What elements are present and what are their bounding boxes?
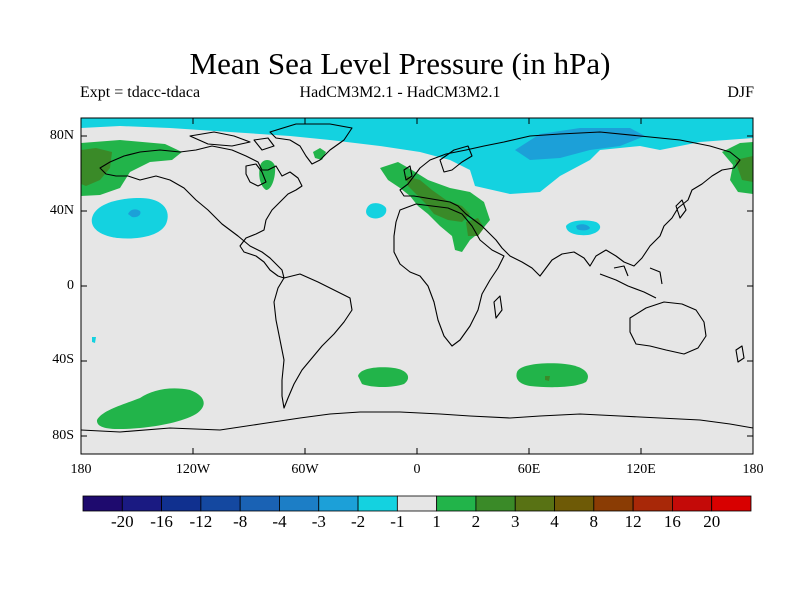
coast-hudson-bay bbox=[245, 163, 267, 187]
coast-arctic-islands bbox=[189, 131, 275, 151]
colorbar-label: 2 bbox=[471, 512, 481, 531]
siberia-negative-core bbox=[515, 128, 645, 160]
lat-label-0: 0 bbox=[67, 278, 74, 293]
coast-scandinavia bbox=[439, 145, 473, 173]
colorbar-label: 8 bbox=[589, 512, 599, 531]
asia-negative-core bbox=[576, 224, 590, 231]
coast-africa bbox=[393, 203, 505, 347]
south-pacific-negative-anomaly bbox=[92, 337, 96, 343]
coast-maritime-continent bbox=[599, 265, 663, 299]
colorbar-swatch bbox=[514, 495, 555, 512]
colorbar-label: 12 bbox=[624, 512, 642, 531]
lat-label-40n: 40N bbox=[49, 203, 74, 218]
south-atlantic-positive-anomaly bbox=[358, 367, 409, 387]
coast-new-zealand bbox=[735, 345, 745, 363]
coast-antarctica bbox=[81, 411, 753, 433]
south-pacific-positive-anomaly bbox=[96, 388, 204, 430]
model-label: HadCM3M2.1 - HadCM3M2.1 bbox=[299, 84, 501, 101]
south-indian-positive-core bbox=[545, 376, 550, 381]
colorbar-swatch bbox=[318, 495, 359, 512]
colorbar-swatch bbox=[554, 495, 595, 512]
experiment-label: Expt = tdacc-tdaca bbox=[80, 84, 201, 101]
colorbar-label: -2 bbox=[351, 512, 366, 531]
lon-label-60w: 60W bbox=[291, 462, 319, 477]
colorbar-label: 20 bbox=[703, 512, 721, 531]
north-pacific-negative-anomaly bbox=[91, 198, 168, 239]
north-pacific-negative-core bbox=[128, 209, 141, 218]
colorbar-swatch bbox=[711, 495, 752, 512]
lon-label-120e: 120E bbox=[626, 462, 656, 477]
coast-north-america bbox=[99, 145, 303, 279]
colorbar-label: -20 bbox=[110, 512, 134, 531]
colorbar-swatch bbox=[436, 495, 477, 512]
colorbar-label: -12 bbox=[189, 512, 213, 531]
hudson-positive-anomaly bbox=[259, 160, 276, 190]
colorbar-swatch bbox=[396, 495, 438, 512]
colorbar-label: -4 bbox=[272, 512, 287, 531]
colorbar-swatch bbox=[239, 495, 280, 512]
lat-label-80n: 80N bbox=[49, 128, 74, 143]
colorbar-swatch bbox=[632, 495, 673, 512]
lon-label-180e: 180 bbox=[742, 462, 764, 477]
coast-south-america bbox=[273, 273, 353, 409]
coastlines bbox=[81, 123, 753, 433]
lon-label-60e: 60E bbox=[517, 462, 541, 477]
colorbar-label: 16 bbox=[663, 512, 681, 531]
colorbar-swatch bbox=[82, 495, 123, 512]
colorbar-swatch bbox=[200, 495, 241, 512]
chukotka-positive-anomaly bbox=[722, 142, 753, 194]
chukotka-positive-core bbox=[735, 156, 753, 182]
coast-greenland bbox=[269, 123, 353, 165]
atlantic-negative-anomaly bbox=[366, 203, 387, 219]
colorbar-swatch bbox=[161, 495, 202, 512]
colorbar-label: 3 bbox=[510, 512, 520, 531]
alaska-positive-core bbox=[81, 148, 112, 186]
colorbar-label: -8 bbox=[233, 512, 248, 531]
season-label: DJF bbox=[727, 84, 754, 101]
lon-label-120w: 120W bbox=[175, 462, 211, 477]
lon-label-0: 0 bbox=[413, 462, 421, 477]
south-indian-positive-anomaly bbox=[516, 363, 588, 388]
colorbar-swatch bbox=[672, 495, 713, 512]
colorbar-label: -1 bbox=[390, 512, 405, 531]
lat-label-40s: 40S bbox=[52, 352, 74, 367]
coast-eurasia bbox=[399, 131, 741, 277]
coast-british-isles bbox=[403, 165, 413, 181]
coast-japan bbox=[675, 199, 687, 219]
lat-label-80s: 80S bbox=[52, 428, 74, 443]
colorbar-swatch bbox=[593, 495, 634, 512]
colorbar-label: -16 bbox=[150, 512, 173, 531]
coast-australia bbox=[629, 301, 707, 355]
arabia-positive-core bbox=[466, 218, 484, 236]
coast-madagascar bbox=[493, 295, 503, 319]
lon-ticks bbox=[192, 118, 642, 454]
lat-ticks bbox=[81, 135, 753, 437]
colorbar-swatch bbox=[121, 495, 162, 512]
map-title: Mean Sea Level Pressure (in hPa) bbox=[189, 46, 611, 81]
lon-label-180w: 180 bbox=[70, 462, 92, 477]
colorbar-swatch bbox=[357, 495, 398, 512]
colorbar-label: 4 bbox=[550, 512, 559, 531]
colorbar-label: 1 bbox=[432, 512, 441, 531]
colorbar bbox=[82, 495, 752, 512]
colorbar-swatch bbox=[279, 495, 320, 512]
colorbar-swatch bbox=[475, 495, 516, 512]
colorbar-label: -3 bbox=[311, 512, 326, 531]
